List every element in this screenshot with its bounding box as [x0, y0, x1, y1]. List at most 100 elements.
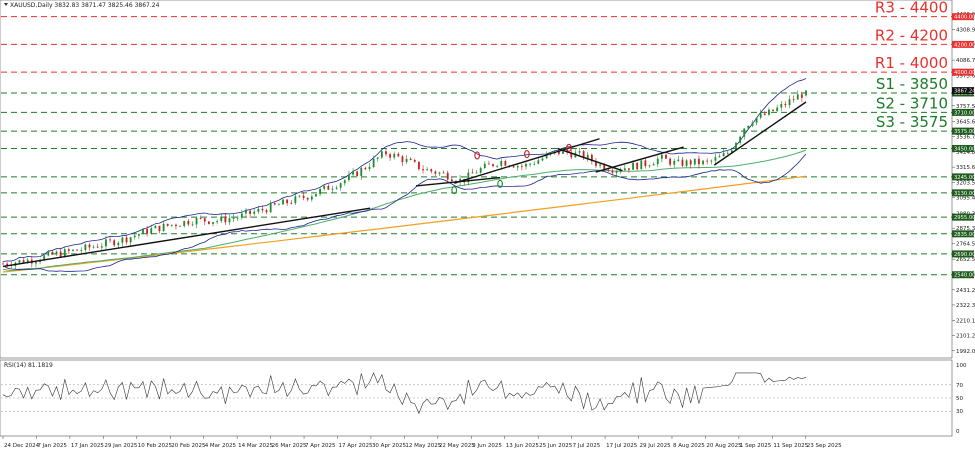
resistance-price-tag-text: 4200.00: [954, 42, 975, 48]
x-tick-label: 20 Aug 2025: [706, 443, 742, 449]
candle-body: [129, 237, 132, 243]
x-tick-label: 8 Aug 2025: [673, 443, 705, 449]
y-tick-label: 3203.50: [956, 181, 975, 187]
candle-body: [409, 158, 412, 160]
candle-body: [434, 171, 437, 174]
candle-body: [496, 165, 499, 167]
support-price-tag: [952, 108, 974, 116]
resistance-price-tag-text: 4000.00: [954, 70, 975, 76]
bollinger-upper: [2, 78, 807, 262]
candle-body: [743, 128, 746, 137]
candle-body: [623, 168, 626, 171]
candle-body: [558, 151, 560, 154]
candle-body: [693, 158, 696, 165]
candle-body: [586, 154, 589, 159]
candle-body: [179, 225, 181, 227]
x-tick-label: 17 Jan 2025: [71, 443, 104, 449]
support-level-label: S1 - 3850: [876, 75, 948, 93]
candle-body: [422, 169, 424, 171]
candle-body: [541, 158, 544, 161]
x-tick-label: 7 Jan 2025: [37, 443, 67, 449]
x-tick-label: 25 Jun 2025: [539, 443, 573, 449]
y-tick-label: 4308.90: [956, 27, 975, 33]
candle-body: [533, 163, 536, 165]
x-tick-label: 10 Feb 2025: [138, 443, 173, 449]
candle-body: [755, 117, 758, 123]
trendline-long-term: [2, 207, 371, 268]
candle-body: [245, 210, 247, 214]
rsi-tick-label: 0: [956, 429, 960, 435]
candle-body: [607, 169, 610, 171]
resistance-price-tag-text: 4400.00: [954, 15, 975, 21]
ma-green-line: [2, 149, 807, 272]
fractal-marker: [451, 186, 458, 195]
candle-body: [278, 204, 280, 206]
candle-body: [380, 151, 383, 158]
candle-body: [450, 179, 453, 182]
candle-body: [348, 174, 350, 181]
resistance-level-label: R1 - 4000: [875, 54, 948, 72]
candle-body: [784, 104, 787, 106]
candle-body: [681, 159, 684, 166]
candle-body: [372, 158, 375, 167]
y-tick-label: 3315.60: [956, 165, 975, 171]
candle-body: [751, 122, 754, 126]
y-tick-label: 2875.30: [956, 226, 975, 232]
candle-body: [356, 171, 359, 176]
candle-body: [166, 223, 169, 226]
candle-body: [199, 218, 202, 219]
candle-body: [385, 151, 387, 155]
x-tick-label: 17 Jul 2025: [606, 443, 638, 449]
candle-body: [142, 228, 144, 235]
support-level-label: S3 - 3575: [876, 113, 948, 131]
candle-body: [232, 217, 235, 219]
candle-body: [323, 185, 326, 189]
candle-body: [685, 160, 688, 166]
candle-body: [615, 171, 618, 173]
candle-body: [343, 180, 346, 184]
rsi-line: [2, 372, 807, 415]
y-tick-label: 3757.50: [956, 104, 975, 110]
candle-body: [294, 196, 297, 204]
candle-body: [269, 203, 272, 213]
candle-body: [376, 157, 379, 159]
x-tick-label: 14 Mar 2025: [238, 443, 273, 449]
y-tick-label: 4086.70: [956, 58, 975, 64]
candle-body: [590, 154, 593, 162]
support-price-tag: [952, 127, 974, 135]
candle-body: [776, 107, 779, 112]
main-panel: [0, 0, 953, 359]
candle-body: [710, 160, 713, 162]
candle-body: [298, 195, 301, 197]
candle-body: [76, 249, 79, 251]
candle-body: [603, 164, 606, 170]
support-price-tag: [952, 271, 974, 279]
candle-body: [632, 162, 634, 170]
candle-body: [413, 159, 416, 162]
candle-body: [327, 185, 330, 190]
candle-body: [628, 168, 630, 170]
candle-body: [512, 166, 515, 168]
candle-body: [26, 259, 29, 264]
candle-body: [220, 216, 223, 222]
candle-body: [611, 170, 614, 173]
rsi-header-text: RSI(14) 81.1819: [4, 362, 53, 369]
support-price-tag-text: 3710.00: [954, 110, 975, 116]
candle-body: [578, 151, 581, 153]
candle-body: [105, 239, 107, 247]
candle-body: [67, 249, 70, 251]
dropdown-arrow-icon[interactable]: [4, 3, 8, 6]
candle-body: [59, 251, 62, 257]
candle-body: [273, 203, 276, 205]
support-price-tag: [952, 173, 974, 181]
y-tick-label: 2652.50: [956, 257, 975, 263]
candle-body: [228, 218, 231, 223]
candle-body: [117, 242, 120, 246]
y-tick-label: 3536.70: [956, 134, 975, 140]
x-tick-label: 24 Dec 2024: [4, 443, 40, 449]
candle-body: [339, 183, 342, 188]
support-price-tag-text: 2690.00: [954, 252, 975, 258]
candle-body: [525, 163, 527, 167]
rsi-tick-label: 70: [956, 383, 963, 389]
